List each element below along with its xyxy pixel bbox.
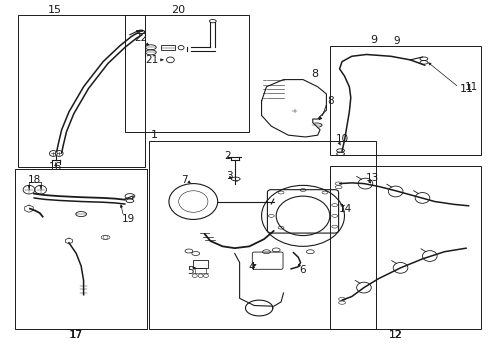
Text: 1: 1 (150, 130, 158, 140)
Text: 11: 11 (458, 84, 472, 94)
Text: 8: 8 (327, 96, 333, 106)
Bar (15, 169, 147, 329)
Text: 6: 6 (299, 265, 305, 275)
Text: 17: 17 (69, 330, 83, 340)
Bar (193, 260, 207, 268)
Text: 9: 9 (392, 36, 399, 46)
Text: 12: 12 (388, 330, 402, 340)
Bar (329, 166, 480, 329)
Bar (18, 15, 144, 167)
Text: 17: 17 (69, 330, 83, 340)
Text: 11: 11 (464, 82, 477, 93)
Text: 4: 4 (248, 262, 255, 272)
Text: 12: 12 (388, 330, 402, 340)
Text: 5: 5 (186, 266, 193, 276)
Text: 10: 10 (335, 134, 348, 144)
Text: 21: 21 (145, 55, 159, 65)
Text: 18: 18 (28, 175, 41, 185)
Text: 8: 8 (311, 69, 318, 79)
Text: 3: 3 (225, 171, 232, 181)
Text: 9: 9 (370, 35, 377, 45)
Text: 14: 14 (338, 204, 352, 214)
Text: 16: 16 (49, 162, 62, 172)
Bar (160, 45, 175, 50)
Bar (125, 15, 249, 132)
Text: 19: 19 (122, 215, 135, 224)
Text: 13: 13 (365, 173, 378, 183)
Text: 20: 20 (171, 5, 185, 15)
Text: 15: 15 (47, 5, 61, 15)
Text: 7: 7 (181, 175, 187, 185)
Text: 22: 22 (134, 33, 147, 43)
Bar (149, 140, 375, 329)
Text: 2: 2 (224, 150, 230, 161)
Polygon shape (261, 80, 326, 137)
Bar (329, 45, 480, 155)
